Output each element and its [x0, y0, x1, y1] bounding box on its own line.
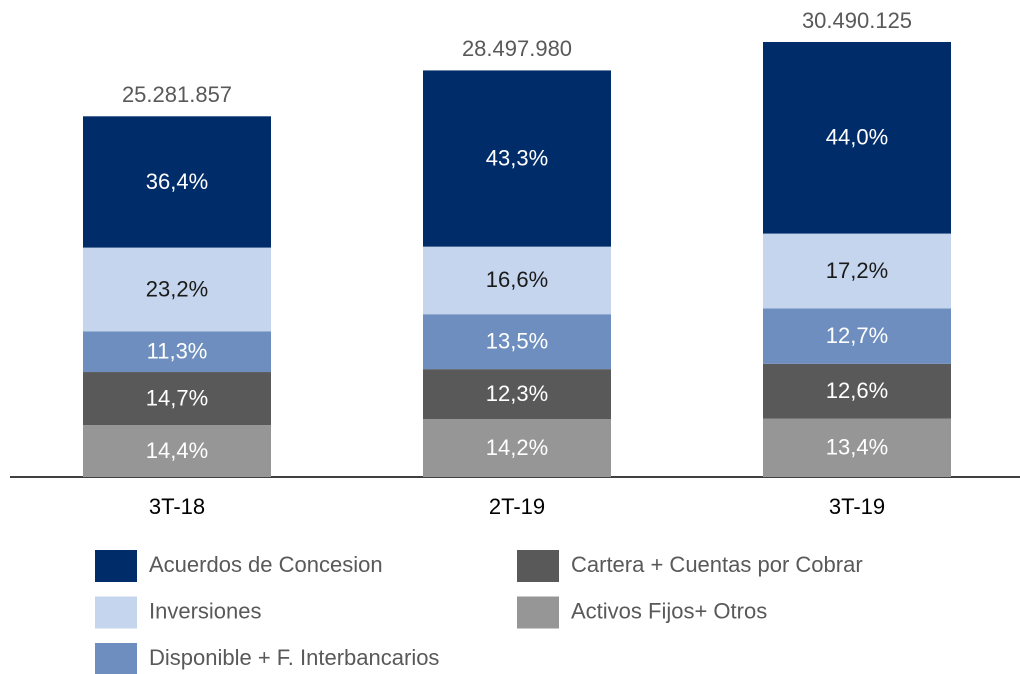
bar-segment [423, 419, 611, 477]
segment-label: 17,2% [826, 258, 888, 283]
bar-segment [763, 42, 951, 234]
segment-label: 44,0% [826, 125, 888, 150]
segment-label: 14,7% [146, 385, 208, 410]
segment-label: 16,6% [486, 267, 548, 292]
bar-segment [763, 308, 951, 364]
x-tick-label: 3T-18 [149, 494, 205, 519]
bar-segment [763, 233, 951, 309]
bar-segment [423, 369, 611, 420]
legend-label: Cartera + Cuentas por Cobrar [571, 552, 863, 577]
x-tick-label: 3T-19 [829, 494, 885, 519]
segment-label: 13,4% [826, 435, 888, 460]
bar-segment [423, 246, 611, 315]
segment-label: 14,4% [146, 438, 208, 463]
bar-segment [763, 418, 951, 477]
segment-label: 14,2% [486, 435, 548, 460]
legend-label: Inversiones [149, 598, 262, 623]
legend-swatch [517, 596, 559, 629]
bar-segment [423, 314, 611, 370]
legend-label: Disponible + F. Interbancarios [149, 645, 439, 670]
bar-segment [83, 425, 271, 477]
x-tick-label: 2T-19 [489, 494, 545, 519]
legend-swatch [95, 550, 137, 582]
legend-label: Activos Fijos+ Otros [571, 598, 767, 623]
bar-segment [83, 247, 271, 332]
legend-swatch [95, 643, 137, 674]
bar-segment [83, 331, 271, 373]
segment-label: 12,3% [486, 381, 548, 406]
segment-label: 23,2% [146, 276, 208, 301]
total-label: 30.490.125 [802, 8, 912, 33]
segment-label: 43,3% [486, 145, 548, 170]
bar-segment [423, 70, 611, 247]
total-label: 25.281.857 [122, 82, 232, 107]
legend-swatch [95, 596, 137, 629]
bar-segment [83, 372, 271, 426]
legend-label: Acuerdos de Concesion [149, 552, 383, 577]
segment-label: 36,4% [146, 169, 208, 194]
segment-label: 13,5% [486, 328, 548, 353]
bar-segment [83, 116, 271, 248]
legend-swatch [517, 550, 559, 582]
total-label: 28.497.980 [462, 36, 572, 61]
segment-label: 11,3% [147, 338, 208, 363]
segment-label: 12,7% [826, 323, 888, 348]
segment-label: 12,6% [826, 378, 888, 403]
bar-segment [763, 363, 951, 419]
